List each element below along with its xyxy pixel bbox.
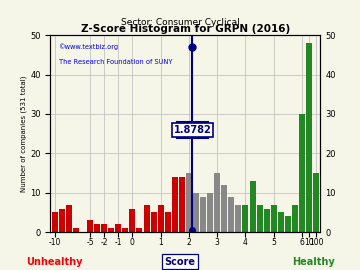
Text: ©www.textbiz.org: ©www.textbiz.org [59, 43, 119, 50]
Bar [158, 205, 164, 232]
Text: Healthy: Healthy [292, 256, 334, 266]
Bar [313, 173, 319, 232]
Bar [172, 177, 178, 232]
Text: 1.8782: 1.8782 [174, 125, 211, 135]
Bar [165, 212, 171, 232]
Bar [243, 205, 248, 232]
Bar [221, 185, 227, 232]
Bar [214, 173, 220, 232]
Y-axis label: Number of companies (531 total): Number of companies (531 total) [21, 75, 27, 192]
Text: The Research Foundation of SUNY: The Research Foundation of SUNY [59, 59, 172, 65]
Bar [306, 43, 312, 232]
Bar [228, 197, 234, 232]
Bar [122, 228, 128, 232]
Bar [299, 114, 305, 232]
Title: Z-Score Histogram for GRPN (2016): Z-Score Histogram for GRPN (2016) [81, 24, 290, 34]
Text: Sector: Consumer Cyclical: Sector: Consumer Cyclical [121, 18, 239, 27]
Bar [129, 208, 135, 232]
Bar [285, 217, 291, 232]
Bar [59, 208, 65, 232]
Bar [186, 173, 192, 232]
Bar [264, 208, 270, 232]
Bar [144, 205, 149, 232]
Text: Unhealthy: Unhealthy [26, 256, 82, 266]
Bar [115, 224, 121, 232]
Bar [207, 193, 213, 232]
Text: Score: Score [165, 256, 195, 266]
Bar [136, 228, 143, 232]
Bar [87, 220, 93, 232]
Bar [108, 228, 114, 232]
Bar [292, 205, 298, 232]
Bar [278, 212, 284, 232]
Bar [150, 212, 157, 232]
Bar [94, 224, 100, 232]
Bar [271, 205, 277, 232]
Bar [235, 205, 242, 232]
Bar [179, 177, 185, 232]
Bar [249, 181, 256, 232]
Bar [73, 228, 79, 232]
Bar [200, 197, 206, 232]
Bar [51, 212, 58, 232]
Bar [257, 205, 262, 232]
Bar [66, 205, 72, 232]
Bar [193, 193, 199, 232]
Bar [101, 224, 107, 232]
